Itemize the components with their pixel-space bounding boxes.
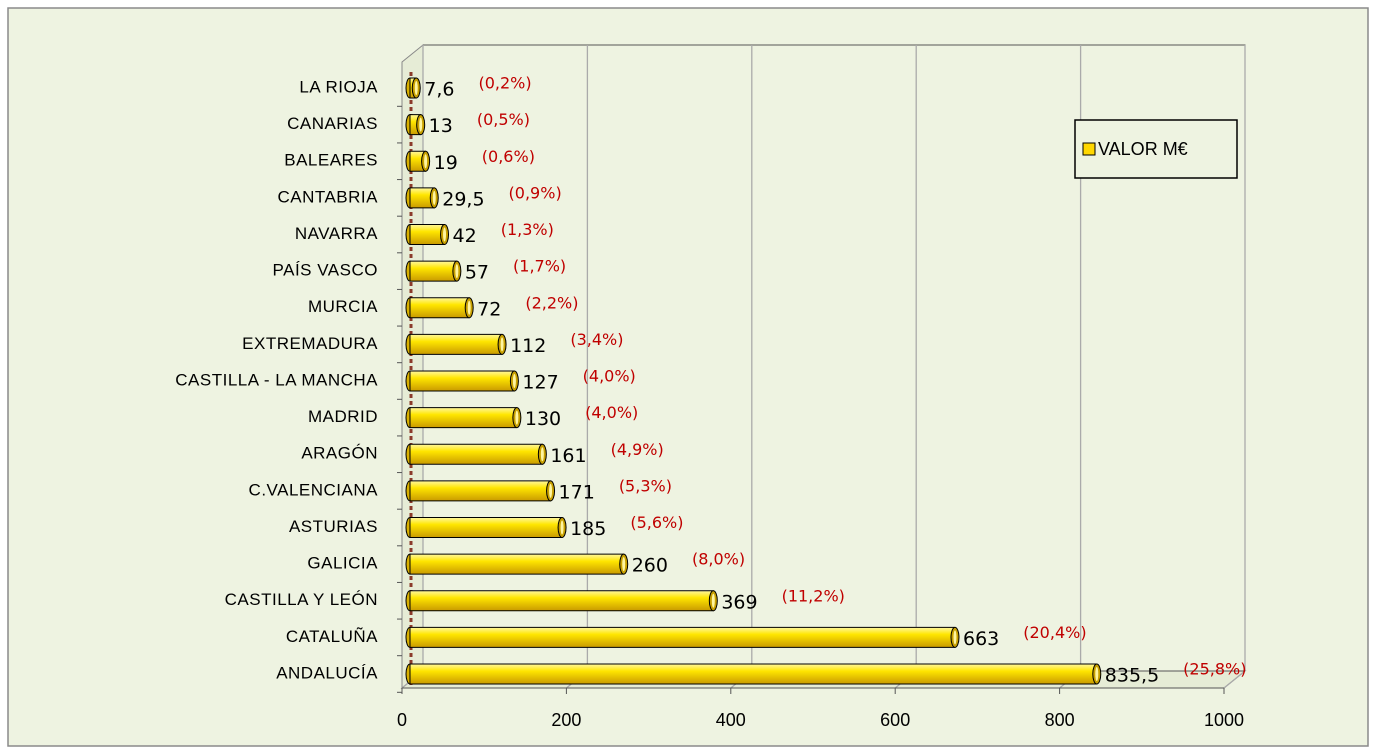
legend-swatch: [1082, 142, 1096, 156]
value-label: 260: [632, 555, 668, 577]
value-label: 42: [453, 225, 477, 247]
percent-label: (8,0%): [692, 550, 745, 569]
value-label: 161: [550, 445, 586, 467]
bar-cap-highlight: [424, 154, 428, 169]
bar-cap-highlight: [512, 374, 516, 388]
grid-line: [1223, 45, 1246, 689]
percent-label: (11,2%): [782, 586, 845, 605]
bar: [409, 407, 518, 429]
x-tick-label: 200: [551, 710, 581, 730]
category-label: ASTURIAS: [289, 517, 378, 536]
bar-cap-highlight: [419, 117, 423, 132]
value-label: 57: [465, 262, 489, 284]
bar: [409, 663, 1098, 685]
bar: [409, 333, 503, 355]
category-label: CANTABRIA: [277, 187, 378, 206]
category-label: NAVARRA: [295, 224, 378, 243]
value-label: 112: [510, 335, 546, 357]
bar-cap-highlight: [953, 630, 957, 645]
bar: [409, 626, 956, 648]
category-label: CANARIAS: [287, 114, 378, 133]
value-label: 72: [477, 298, 501, 320]
bar: [409, 517, 563, 538]
bar-cap-highlight: [1095, 667, 1099, 681]
bar-cap-highlight: [467, 300, 471, 315]
category-label: ARAGÓN: [301, 444, 378, 463]
percent-label: (3,4%): [570, 330, 623, 349]
legend: VALOR M€: [1074, 119, 1238, 179]
percent-label: (2,2%): [525, 293, 578, 312]
bar: [409, 590, 714, 612]
bar: [409, 553, 625, 575]
x-tick-label: 400: [716, 710, 746, 730]
percent-label: (1,3%): [501, 220, 554, 239]
bar: [409, 370, 515, 392]
bar: [409, 480, 552, 502]
percent-label: (20,4%): [1023, 623, 1086, 642]
percent-label: (25,8%): [1183, 660, 1246, 679]
legend-label: VALOR M€: [1098, 139, 1188, 159]
bar-cap-highlight: [414, 81, 418, 95]
value-label: 369: [721, 591, 757, 613]
x-tick-label: 800: [1045, 710, 1075, 730]
value-label: 663: [963, 628, 999, 650]
percent-label: (0,5%): [477, 110, 530, 129]
percent-label: (4,9%): [611, 440, 664, 459]
category-label: CATALUÑA: [286, 627, 378, 646]
bar: [409, 297, 470, 319]
category-label: MADRID: [308, 407, 378, 426]
bar-cap-highlight: [549, 483, 553, 498]
bar-cap-highlight: [622, 557, 626, 572]
bar-cap-highlight: [455, 264, 459, 279]
x-tick-label: 0: [397, 710, 407, 730]
value-label: 7,6: [424, 79, 454, 101]
category-label: EXTREMADURA: [242, 334, 378, 353]
category-label: BALEARES: [284, 151, 378, 170]
bar: [409, 260, 458, 282]
bar-cap-highlight: [540, 447, 544, 462]
bar-cap-highlight: [443, 227, 447, 242]
bar-cap-highlight: [500, 337, 504, 352]
percent-label: (0,2%): [478, 74, 531, 93]
category-label: ANDALUCÍA: [276, 663, 378, 682]
value-label: 13: [429, 115, 453, 137]
percent-label: (5,3%): [619, 476, 672, 495]
percent-label: (0,6%): [482, 147, 535, 166]
percent-label: (1,7%): [513, 257, 566, 276]
value-label: 29,5: [442, 188, 484, 210]
legend-box: [1074, 119, 1238, 179]
value-label: 835,5: [1105, 665, 1159, 687]
bar-cap-highlight: [711, 593, 715, 608]
x-tick-label: 1000: [1204, 710, 1244, 730]
value-label: 19: [434, 152, 458, 174]
percent-label: (4,0%): [583, 367, 636, 386]
value-label: 185: [570, 518, 606, 540]
percent-label: (4,0%): [585, 403, 638, 422]
category-label: PAÍS VASCO: [273, 261, 378, 280]
percent-label: (0,9%): [509, 183, 562, 202]
bar-cap-highlight: [432, 190, 436, 205]
value-label: 171: [559, 481, 595, 503]
category-label: CASTILLA Y LEÓN: [225, 590, 378, 609]
category-label: LA RIOJA: [299, 77, 378, 96]
bar: [409, 224, 446, 245]
bar-cap-highlight: [515, 410, 519, 425]
value-label: 130: [525, 408, 561, 430]
percent-label: (5,6%): [630, 513, 683, 532]
category-label: CASTILLA - LA MANCHA: [175, 370, 378, 389]
value-label: 127: [522, 372, 558, 394]
bar: [409, 443, 543, 465]
category-label: MURCIA: [308, 297, 378, 316]
category-label: C.VALENCIANA: [249, 480, 379, 499]
bar-cap-highlight: [560, 520, 564, 535]
category-label: GALICIA: [307, 554, 378, 573]
x-tick-label: 600: [880, 710, 910, 730]
